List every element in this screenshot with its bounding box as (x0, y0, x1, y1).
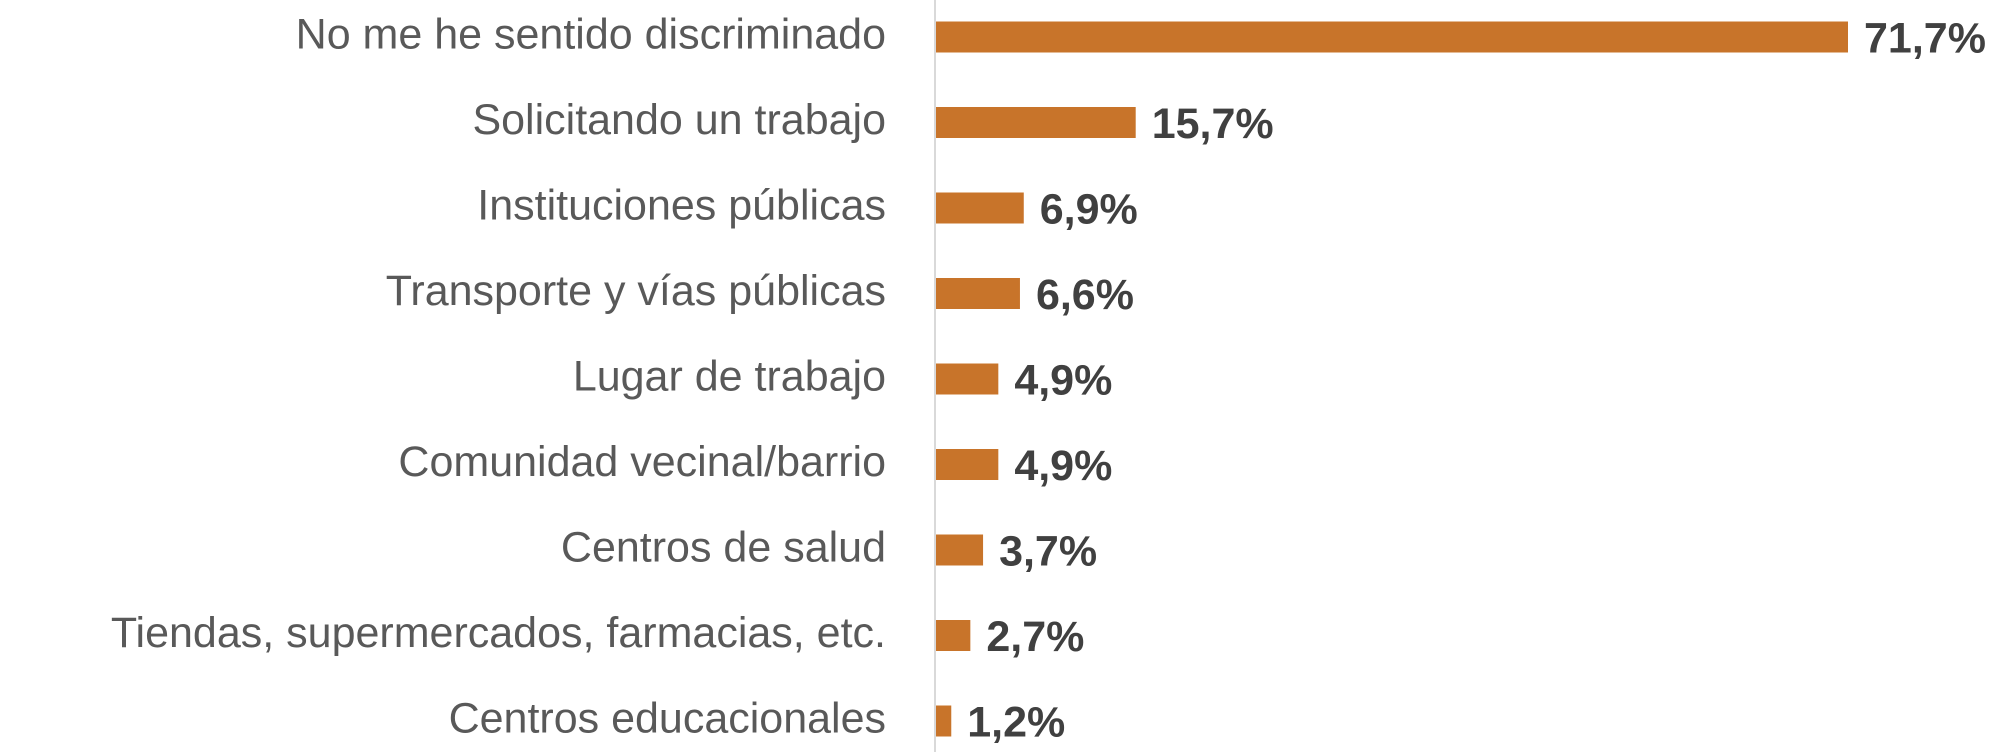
bar (936, 107, 1136, 138)
category-label: Comunidad vecinal/barrio (398, 438, 886, 486)
category-label: Tiendas, supermercados, farmacias, etc. (111, 609, 886, 657)
value-label: 4,9% (1014, 442, 1112, 490)
bar (936, 705, 952, 737)
category-label: Centros educacionales (449, 694, 886, 742)
bar (936, 278, 1020, 309)
value-label: 6,6% (1036, 271, 1134, 319)
value-label: 3,7% (999, 527, 1097, 575)
category-label: Centros de salud (561, 523, 886, 571)
bar (936, 21, 1848, 53)
value-label: 6,9% (1040, 185, 1138, 233)
value-label: 2,7% (986, 613, 1084, 661)
bar (936, 449, 999, 480)
bar (936, 192, 1024, 224)
value-label: 1,2% (967, 698, 1065, 746)
category-label: Transporte y vías públicas (386, 267, 886, 315)
bar (936, 620, 971, 651)
category-label: Solicitando un trabajo (472, 96, 886, 144)
value-label: 71,7% (1864, 14, 1986, 62)
value-label: 15,7% (1152, 100, 1274, 148)
category-label: Instituciones públicas (477, 181, 886, 229)
bar (936, 534, 984, 566)
value-label: 4,9% (1014, 356, 1112, 404)
bar (936, 363, 999, 395)
category-label: Lugar de trabajo (573, 352, 886, 400)
category-label: No me he sentido discriminado (296, 10, 886, 58)
